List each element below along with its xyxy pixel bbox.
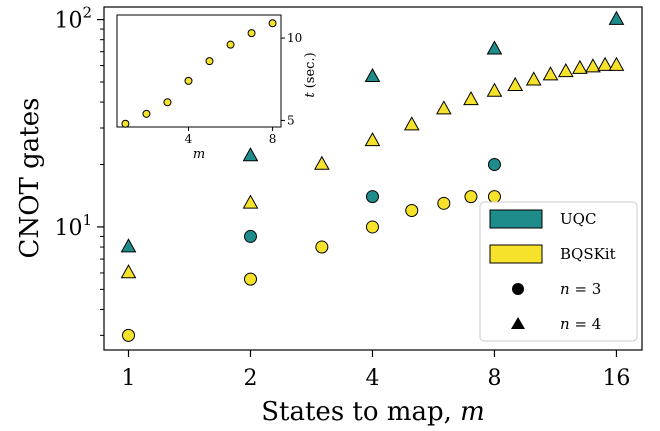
data-point bbox=[437, 196, 451, 210]
legend-label: UQC bbox=[560, 210, 596, 228]
inset-x-tick-label: 4 bbox=[185, 132, 193, 146]
data-point bbox=[365, 220, 379, 234]
data-point bbox=[403, 116, 420, 131]
inset-x-axis-title: m bbox=[193, 147, 205, 162]
data-point bbox=[242, 147, 259, 162]
inset-frame bbox=[116, 14, 282, 128]
x-tick-label: 4 bbox=[365, 366, 379, 391]
data-point bbox=[486, 40, 503, 55]
data-point bbox=[525, 71, 542, 86]
main-ticks: 1 2 4 8 16 101 102 bbox=[54, 4, 630, 391]
data-point bbox=[585, 58, 601, 73]
data-point bbox=[120, 238, 137, 253]
data-point bbox=[487, 158, 501, 172]
inset-y-axis-title: t (sec.) bbox=[303, 52, 318, 97]
data-point bbox=[242, 194, 259, 209]
y-axis-title: CNOT gates bbox=[15, 98, 45, 259]
data-point bbox=[608, 56, 625, 71]
data-point bbox=[608, 10, 625, 25]
data-point bbox=[597, 56, 613, 71]
data-point bbox=[507, 76, 524, 91]
x-tick-label: 1 bbox=[122, 366, 136, 391]
legend-label: n = 4 bbox=[560, 315, 601, 333]
data-point bbox=[557, 62, 574, 78]
x-tick-label: 8 bbox=[487, 366, 501, 391]
data-point bbox=[435, 100, 452, 115]
data-point bbox=[315, 240, 329, 254]
inset-x-tick-label: 8 bbox=[269, 132, 277, 146]
data-point bbox=[243, 272, 257, 286]
inset-ticks: 4 85 10 bbox=[185, 31, 303, 146]
data-point bbox=[365, 190, 379, 204]
legend: UQC BQSKit n = 3 n = 4 bbox=[479, 201, 638, 342]
data-point bbox=[314, 155, 330, 170]
legend-swatch bbox=[489, 209, 543, 229]
legend-box bbox=[479, 201, 638, 342]
inset-data-point bbox=[205, 57, 214, 66]
data-point bbox=[364, 132, 381, 147]
legend-swatch bbox=[489, 244, 543, 264]
inset-y-tick-label: 10 bbox=[287, 31, 302, 45]
data-point bbox=[463, 91, 479, 106]
inset-data-point bbox=[247, 29, 256, 38]
data-point bbox=[464, 190, 478, 204]
legend-label: n = 3 bbox=[560, 280, 601, 298]
inset-data-point bbox=[142, 109, 151, 118]
legend-marker bbox=[511, 317, 525, 329]
inset-data-point bbox=[121, 119, 130, 128]
legend-label: BQSKit bbox=[560, 245, 616, 263]
x-axis-title: States to map, m bbox=[261, 397, 485, 427]
legend-marker bbox=[512, 283, 524, 295]
data-point bbox=[122, 328, 136, 342]
data-point bbox=[486, 82, 503, 97]
inset-data-point bbox=[163, 98, 172, 107]
data-point bbox=[120, 264, 137, 279]
data-point bbox=[364, 67, 381, 83]
data-point bbox=[542, 66, 559, 81]
data-point bbox=[405, 204, 419, 218]
x-tick-label: 2 bbox=[243, 366, 257, 391]
data-point bbox=[572, 59, 588, 74]
main-marks bbox=[120, 10, 625, 342]
inset-marks bbox=[121, 19, 277, 128]
data-point bbox=[487, 190, 501, 204]
data-point bbox=[243, 229, 257, 243]
y-tick-label: 102 bbox=[54, 4, 92, 34]
inset-data-point bbox=[184, 76, 193, 85]
inset-data-point bbox=[268, 19, 277, 28]
inset-y-tick-label: 5 bbox=[287, 113, 295, 127]
inset-data-point bbox=[226, 40, 235, 49]
y-tick-label: 101 bbox=[54, 211, 92, 241]
x-tick-label: 16 bbox=[602, 366, 630, 391]
